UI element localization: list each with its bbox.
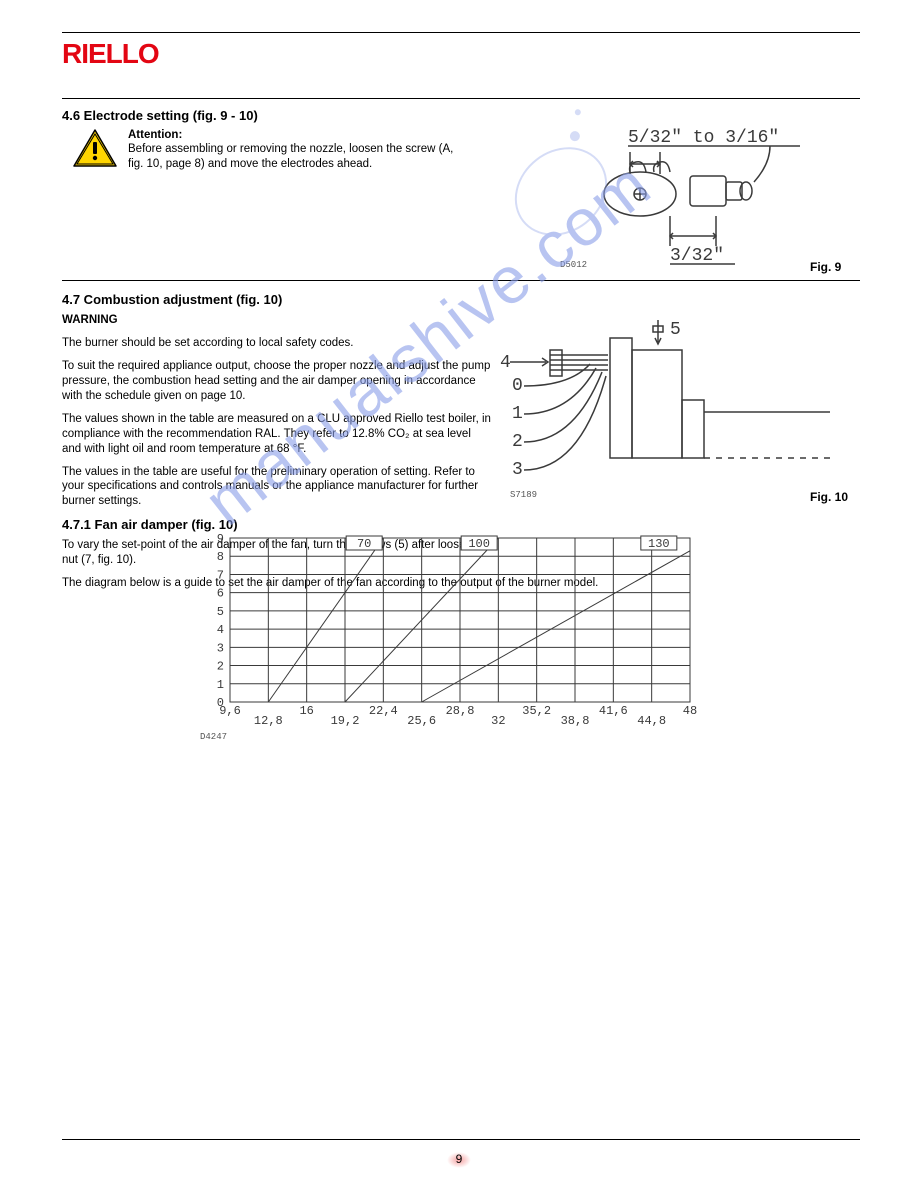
fig9-ref: D5012: [560, 260, 587, 270]
svg-text:2: 2: [217, 660, 224, 674]
dim-bottom-label: 3/32": [670, 246, 724, 266]
fig9-caption: Fig. 9: [810, 260, 841, 274]
svg-text:9,6: 9,6: [219, 704, 241, 718]
svg-text:22,4: 22,4: [369, 704, 398, 718]
air-damper-diagram: 5 4 0 1 2 3: [500, 320, 850, 503]
svg-text:8: 8: [217, 550, 224, 564]
dim-top-label: 5/32" to 3/16": [628, 128, 779, 148]
brand-logo: RIELLO: [62, 38, 159, 70]
svg-text:38,8: 38,8: [561, 714, 590, 728]
svg-text:1: 1: [217, 678, 224, 692]
warning-para-4: The values in the table are useful for t…: [62, 465, 492, 510]
fig10-ref: S7189: [510, 490, 537, 500]
svg-text:70: 70: [357, 537, 371, 551]
callout-4: 4: [500, 353, 511, 373]
svg-text:100: 100: [468, 537, 490, 551]
svg-text:48: 48: [683, 704, 697, 718]
section-4-6-title: 4.6 Electrode setting (fig. 9 - 10): [62, 108, 258, 123]
chart-ref: D4247: [200, 732, 227, 742]
svg-text:12,8: 12,8: [254, 714, 283, 728]
svg-text:25,6: 25,6: [407, 714, 436, 728]
callout-0: 0: [512, 376, 523, 396]
electrode-diagram: 5/32" to 3/16" 3/32": [570, 126, 840, 269]
svg-text:6: 6: [217, 587, 224, 601]
combustion-chart: 98765432109,612,81619,222,425,628,83235,…: [200, 530, 700, 730]
svg-text:41,6: 41,6: [599, 704, 628, 718]
fig10-caption: Fig. 10: [810, 490, 848, 504]
svg-text:44,8: 44,8: [637, 714, 666, 728]
bottom-border: [62, 1139, 860, 1140]
svg-text:4: 4: [217, 623, 224, 637]
warning-para-1: The burner should be set according to lo…: [62, 336, 492, 351]
section-4-7-title: 4.7 Combustion adjustment (fig. 10): [62, 292, 860, 307]
callout-2: 2: [512, 432, 523, 452]
svg-text:28,8: 28,8: [446, 704, 475, 718]
warning-text-block: Attention: Before assembling or removing…: [128, 128, 468, 171]
callout-3: 3: [512, 460, 523, 480]
warning-label: Attention:: [128, 128, 468, 142]
svg-text:130: 130: [648, 537, 670, 551]
svg-text:16: 16: [299, 704, 313, 718]
warning-para-2: To suit the required appliance output, c…: [62, 359, 492, 404]
svg-text:19,2: 19,2: [331, 714, 360, 728]
callout-5: 5: [670, 320, 681, 340]
section-divider: [62, 280, 860, 281]
svg-text:32: 32: [491, 714, 505, 728]
page-number: 9: [456, 1152, 463, 1166]
warning-body: Before assembling or removing the nozzle…: [128, 142, 468, 171]
callout-1: 1: [512, 404, 523, 424]
svg-text:9: 9: [217, 532, 224, 546]
svg-text:3: 3: [217, 641, 224, 655]
svg-text:7: 7: [217, 568, 224, 582]
svg-text:5: 5: [217, 605, 224, 619]
warning-icon: [72, 128, 118, 168]
warning-para-3: The values shown in the table are measur…: [62, 412, 492, 457]
top-border: [62, 32, 860, 33]
header-rule: [62, 98, 860, 99]
svg-text:35,2: 35,2: [522, 704, 551, 718]
warning-head: WARNING: [62, 313, 492, 328]
